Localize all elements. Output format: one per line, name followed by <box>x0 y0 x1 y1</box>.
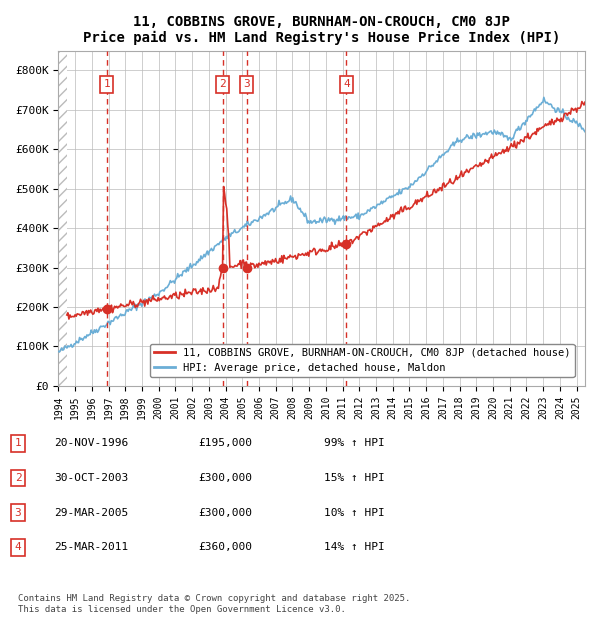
Text: £360,000: £360,000 <box>198 542 252 552</box>
Legend: 11, COBBINS GROVE, BURNHAM-ON-CROUCH, CM0 8JP (detached house), HPI: Average pri: 11, COBBINS GROVE, BURNHAM-ON-CROUCH, CM… <box>149 343 575 377</box>
Text: 15% ↑ HPI: 15% ↑ HPI <box>324 473 385 483</box>
Text: 2: 2 <box>14 473 22 483</box>
Text: Contains HM Land Registry data © Crown copyright and database right 2025.
This d: Contains HM Land Registry data © Crown c… <box>18 595 410 614</box>
Text: £300,000: £300,000 <box>198 508 252 518</box>
Text: 20-NOV-1996: 20-NOV-1996 <box>54 438 128 448</box>
Text: £195,000: £195,000 <box>198 438 252 448</box>
Bar <box>58 51 67 386</box>
Text: 14% ↑ HPI: 14% ↑ HPI <box>324 542 385 552</box>
Text: 3: 3 <box>243 79 250 89</box>
Text: 99% ↑ HPI: 99% ↑ HPI <box>324 438 385 448</box>
Text: 30-OCT-2003: 30-OCT-2003 <box>54 473 128 483</box>
Text: 10% ↑ HPI: 10% ↑ HPI <box>324 508 385 518</box>
Text: 29-MAR-2005: 29-MAR-2005 <box>54 508 128 518</box>
Text: 3: 3 <box>14 508 22 518</box>
Text: 4: 4 <box>14 542 22 552</box>
Text: 25-MAR-2011: 25-MAR-2011 <box>54 542 128 552</box>
Text: 1: 1 <box>14 438 22 448</box>
Text: 2: 2 <box>220 79 226 89</box>
Text: 1: 1 <box>103 79 110 89</box>
Title: 11, COBBINS GROVE, BURNHAM-ON-CROUCH, CM0 8JP
Price paid vs. HM Land Registry's : 11, COBBINS GROVE, BURNHAM-ON-CROUCH, CM… <box>83 15 560 45</box>
Text: £300,000: £300,000 <box>198 473 252 483</box>
Text: 4: 4 <box>343 79 350 89</box>
